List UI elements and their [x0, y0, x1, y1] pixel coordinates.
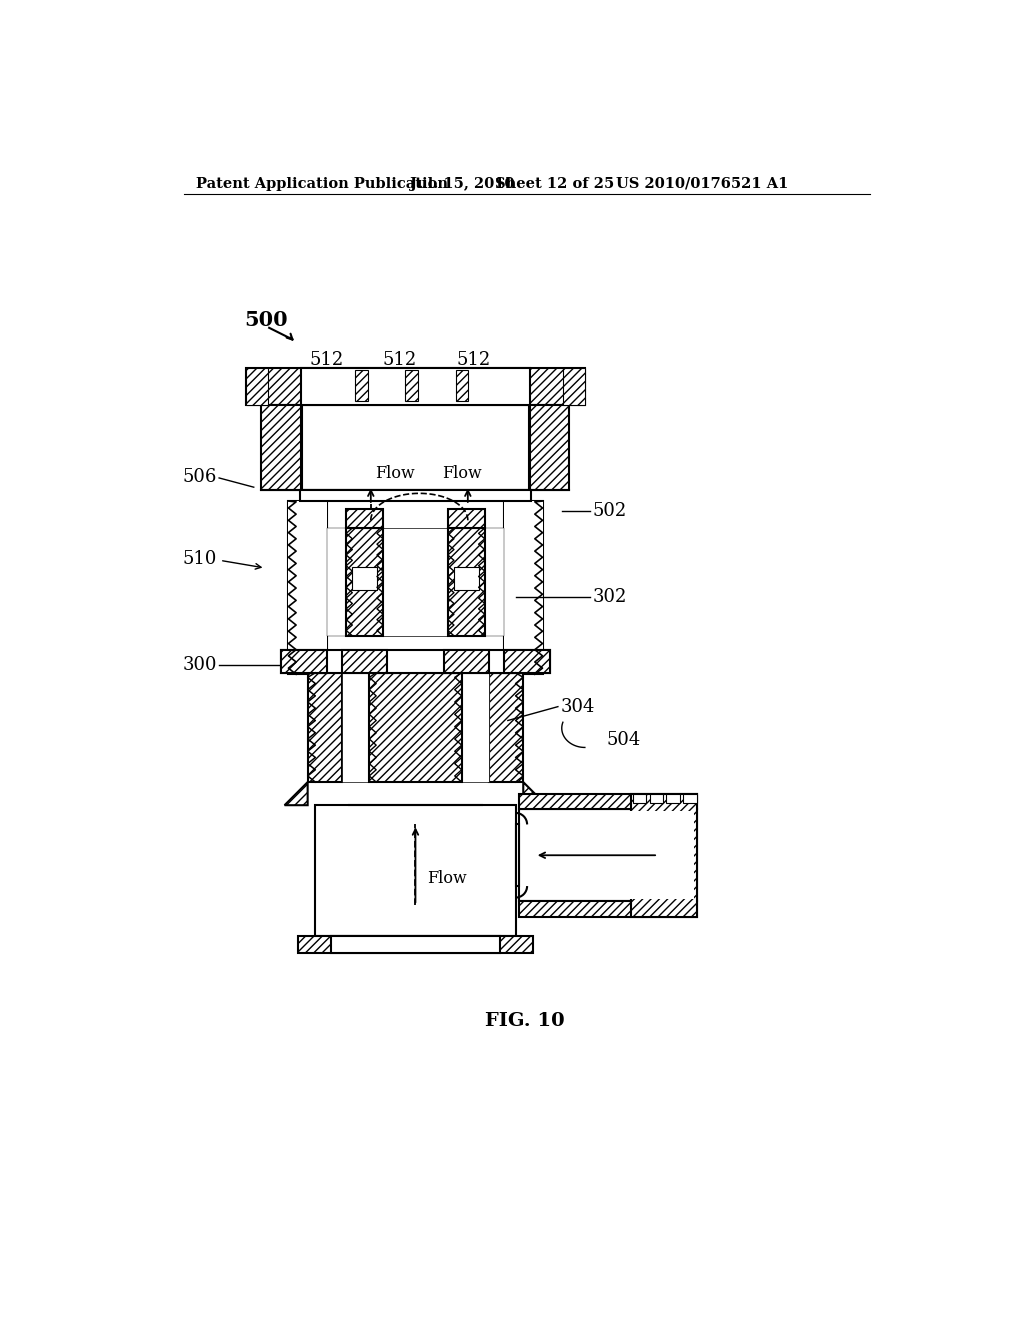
Text: FIG. 10: FIG. 10	[485, 1012, 564, 1030]
Bar	[246, 368, 267, 405]
Bar	[300, 490, 531, 502]
Bar	[346, 528, 383, 636]
Text: 304: 304	[560, 698, 595, 715]
Bar	[261, 405, 301, 490]
Text: 510: 510	[182, 550, 217, 568]
Text: Fluid Flow: Fluid Flow	[549, 841, 636, 858]
Bar	[298, 936, 532, 953]
Bar	[456, 370, 468, 401]
Bar	[519, 809, 696, 902]
Bar	[406, 370, 418, 401]
Bar	[342, 649, 387, 673]
Bar	[488, 673, 523, 781]
Bar	[529, 405, 569, 490]
Bar	[331, 936, 500, 953]
Bar	[633, 793, 646, 803]
Text: US 2010/0176521 A1: US 2010/0176521 A1	[615, 177, 788, 191]
Bar	[281, 649, 550, 673]
Bar	[504, 502, 543, 675]
Text: Jul. 15, 2010: Jul. 15, 2010	[410, 177, 515, 191]
Bar	[307, 673, 342, 781]
Bar	[246, 368, 585, 405]
Text: Flow: Flow	[376, 465, 415, 482]
Bar	[383, 528, 447, 636]
Bar	[289, 502, 327, 675]
Text: 504: 504	[606, 731, 641, 748]
Bar	[462, 673, 488, 781]
Bar	[301, 405, 530, 490]
Text: Sheet 12 of 25: Sheet 12 of 25	[495, 177, 614, 191]
Bar	[281, 649, 327, 673]
Text: Patent Application Publication: Patent Application Publication	[196, 177, 449, 191]
Text: 302: 302	[593, 589, 627, 606]
Bar	[327, 528, 346, 636]
Bar	[352, 566, 377, 590]
Polygon shape	[285, 781, 307, 805]
Bar	[667, 793, 680, 803]
Bar	[370, 673, 462, 781]
Bar	[454, 566, 478, 590]
Bar	[519, 793, 696, 809]
Bar	[342, 673, 370, 781]
Bar	[289, 502, 327, 675]
Bar	[444, 649, 488, 673]
Bar	[631, 793, 696, 917]
Bar	[683, 793, 697, 803]
Text: 512: 512	[310, 351, 344, 370]
Bar	[504, 649, 550, 673]
Bar	[447, 508, 484, 528]
Text: Flow: Flow	[442, 465, 482, 482]
Bar	[504, 502, 543, 675]
Text: 500: 500	[245, 310, 288, 330]
Bar	[315, 805, 515, 936]
Bar	[355, 370, 368, 401]
Bar	[521, 812, 694, 899]
Bar	[649, 793, 664, 803]
Text: 512: 512	[383, 351, 417, 370]
Polygon shape	[523, 781, 547, 805]
Text: 502: 502	[593, 502, 627, 520]
Bar	[447, 528, 484, 636]
Bar	[301, 368, 530, 405]
Text: Flow: Flow	[427, 870, 467, 887]
Bar	[515, 825, 519, 886]
Text: 506: 506	[182, 469, 217, 486]
Bar	[346, 508, 383, 528]
Text: 300: 300	[182, 656, 217, 675]
Text: 512: 512	[456, 351, 490, 370]
Bar	[563, 368, 585, 405]
Bar	[519, 902, 696, 917]
Bar	[484, 528, 504, 636]
